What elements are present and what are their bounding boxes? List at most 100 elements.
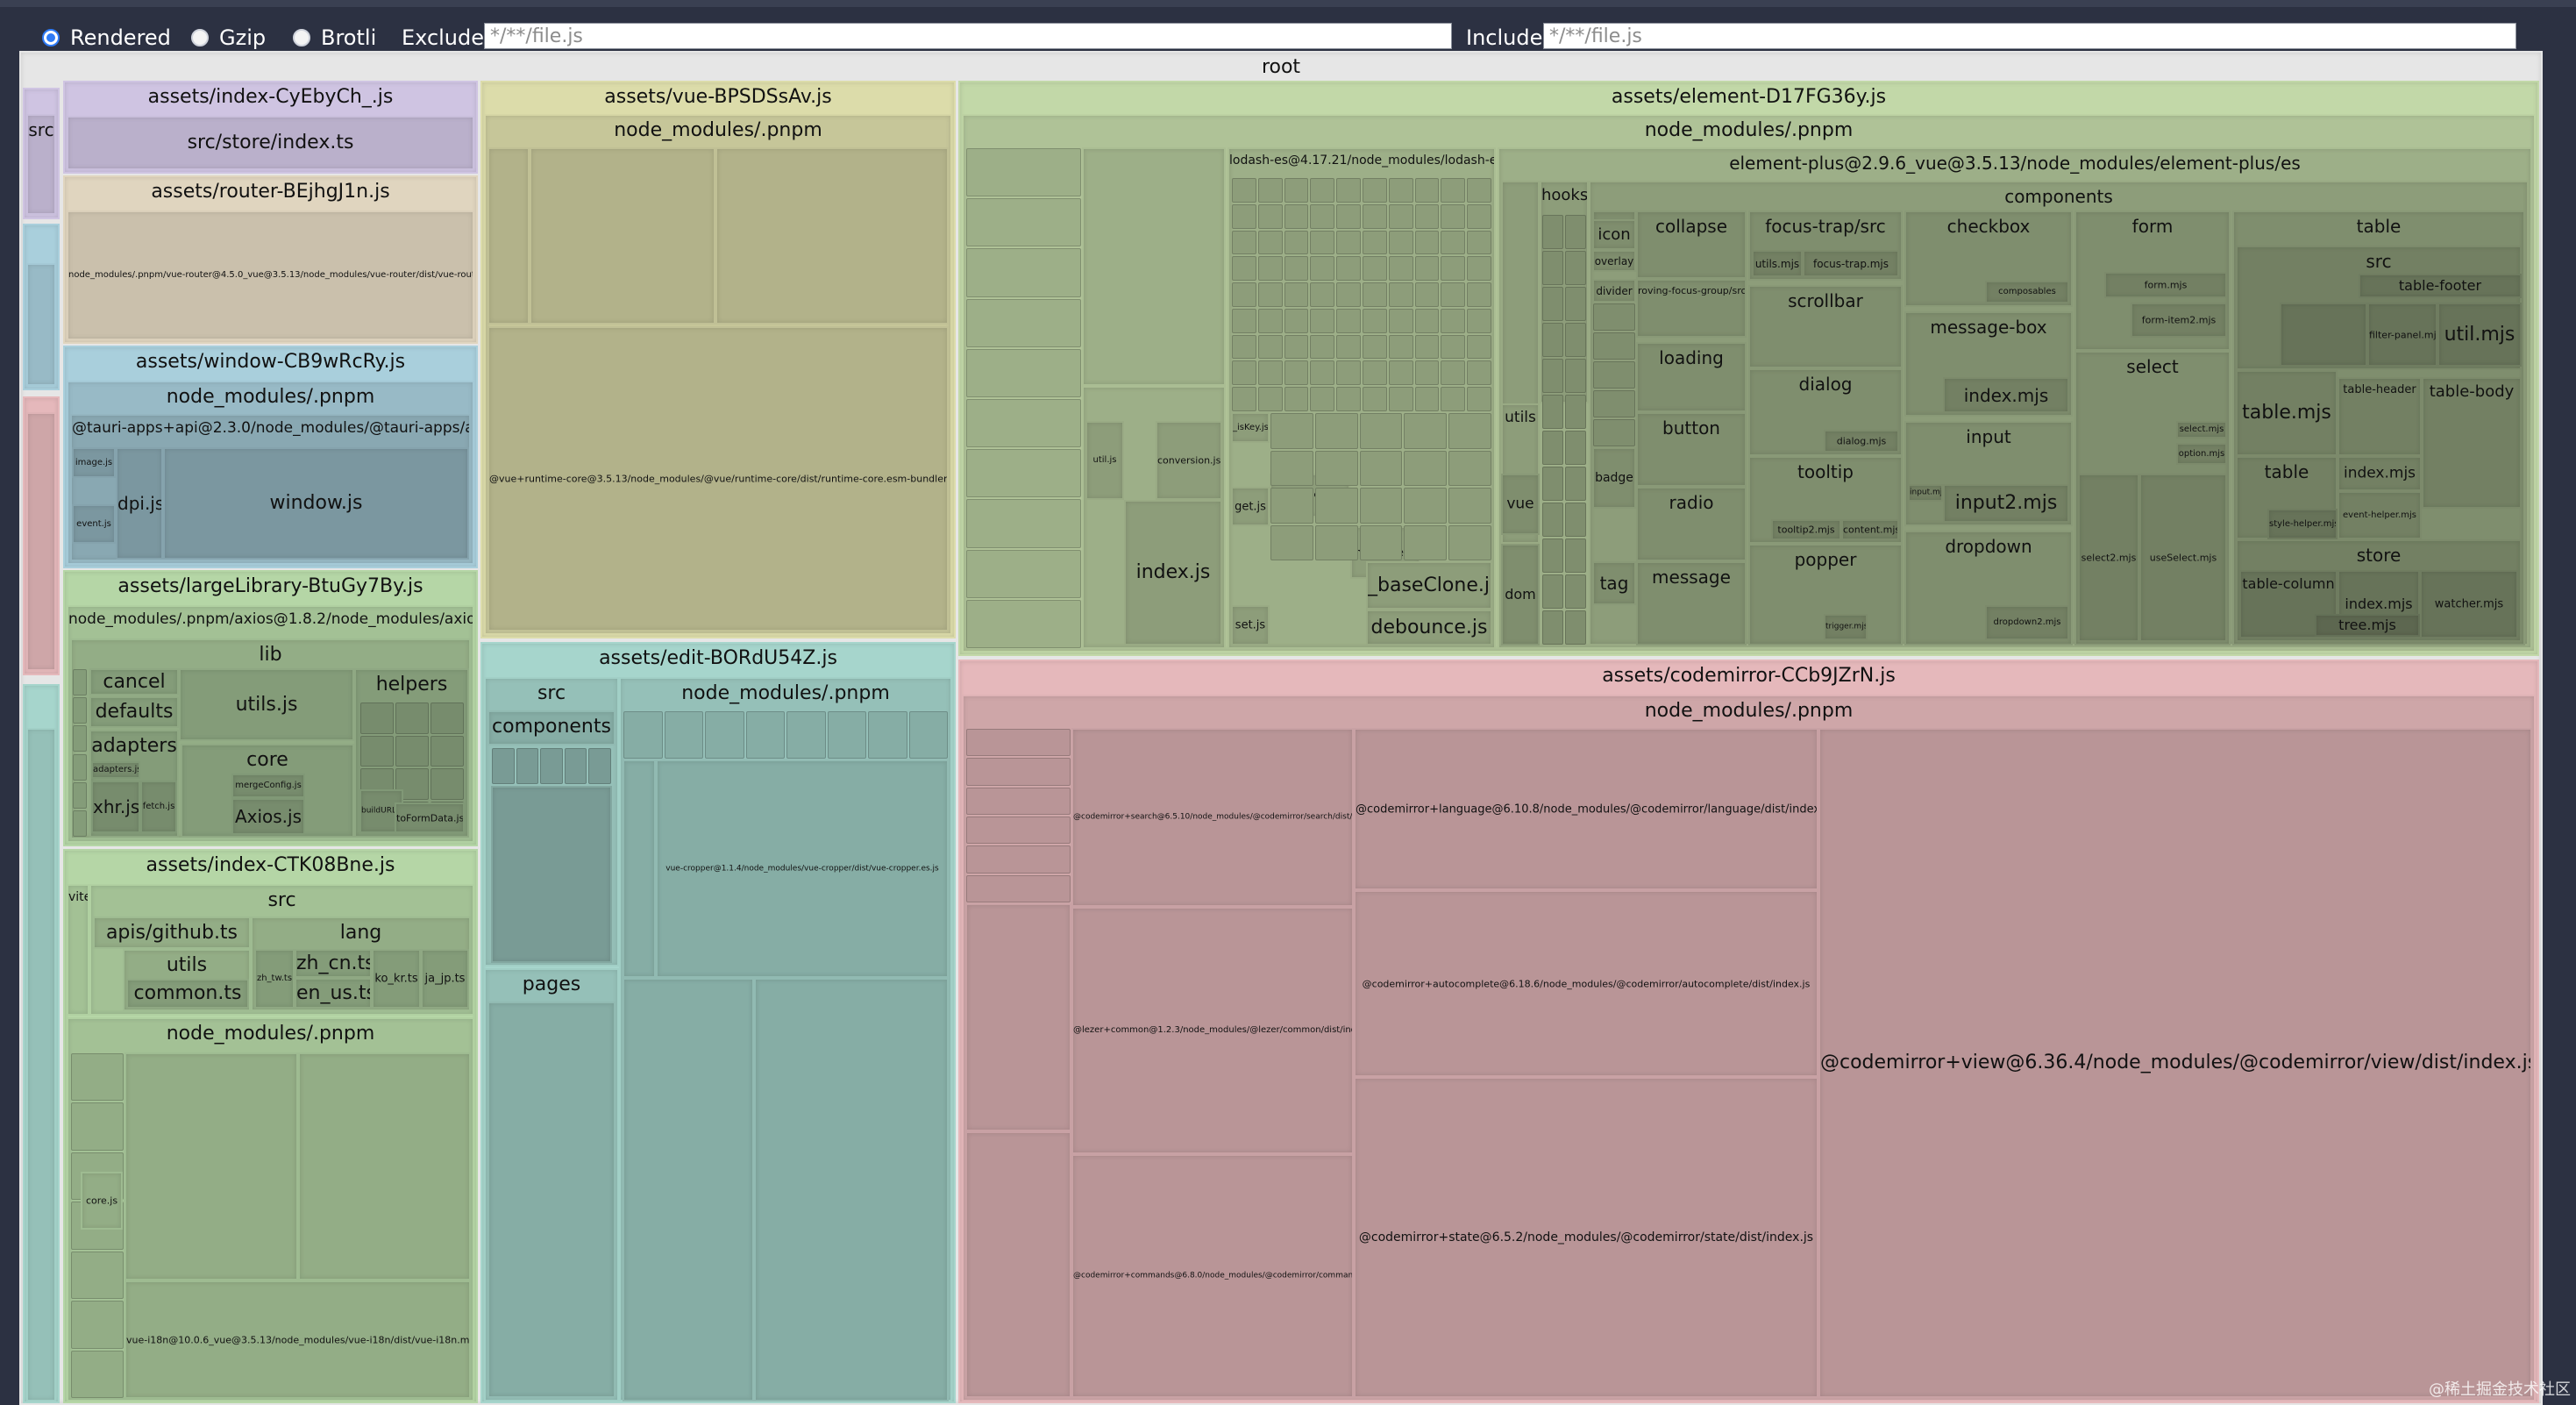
cm-small-module[interactable]	[966, 845, 1071, 874]
lodash-mid-module[interactable]	[1359, 524, 1403, 560]
helper-module[interactable]	[360, 702, 394, 734]
ep-hooks-module[interactable]	[1565, 431, 1586, 465]
use-select-mjs[interactable]: useSelect.mjs	[2139, 474, 2227, 642]
edit-pnpm-module[interactable]	[705, 711, 744, 759]
cm-autocomplete[interactable]: @codemirror+autocomplete@6.18.6/node_mod…	[1354, 890, 1818, 1077]
merge-config-js[interactable]: mergeConfig.js	[231, 774, 305, 798]
ep-hooks-module[interactable]	[1542, 395, 1563, 429]
ep-hooks-module[interactable]	[1542, 538, 1563, 573]
lodash-module[interactable]	[1310, 256, 1335, 282]
util-js[interactable]: util.js	[1085, 421, 1124, 500]
lodash-module[interactable]	[1232, 334, 1256, 360]
lodash-module[interactable]	[1336, 282, 1361, 307]
lodash-module[interactable]	[1414, 282, 1440, 307]
lodash-mid-module[interactable]	[1448, 524, 1491, 560]
lodash-module[interactable]	[1257, 203, 1283, 229]
ep-misc-module[interactable]	[1593, 419, 1635, 446]
edit-component-file[interactable]	[492, 748, 515, 784]
edit-pnpm-module[interactable]	[908, 711, 948, 759]
conversion-js[interactable]: conversion.js	[1156, 421, 1222, 500]
checkbox-composables[interactable]: composables	[1985, 281, 2069, 303]
helper-module[interactable]	[431, 702, 464, 734]
lodash-mid-module[interactable]	[1314, 450, 1358, 486]
ep-hooks-module[interactable]	[1542, 503, 1563, 537]
lodash-module[interactable]	[1310, 360, 1335, 386]
to-form-data-js[interactable]: toFormData.js	[395, 802, 465, 833]
lodash-module[interactable]	[1232, 282, 1256, 307]
table-layout-files[interactable]	[2280, 303, 2367, 367]
xhr-js[interactable]: xhr.js	[91, 781, 140, 833]
ep-hooks-module[interactable]	[1542, 574, 1563, 609]
lodash-mid-module[interactable]	[1314, 488, 1358, 524]
axios-small-module[interactable]	[73, 809, 87, 837]
style-helper-mjs[interactable]: style-helper.mjs	[2267, 509, 2338, 539]
element-small-module[interactable]	[966, 198, 1081, 247]
edit-components[interactable]: components	[487, 710, 616, 745]
lodash-module[interactable]	[1414, 256, 1440, 282]
vue-cropper[interactable]: vue-cropper@1.1.4/node_modules/vue-cropp…	[656, 760, 949, 978]
lodash-mid-module[interactable]	[1359, 450, 1403, 486]
lodash-module[interactable]	[1414, 334, 1440, 360]
left-src[interactable]: src	[26, 114, 56, 215]
lodash-mid-module[interactable]	[1270, 413, 1313, 449]
ep-misc-module[interactable]	[1593, 332, 1635, 360]
lodash-module[interactable]	[1257, 230, 1283, 255]
edit-pnpm-b[interactable]	[754, 978, 949, 1401]
left-pages[interactable]	[26, 263, 56, 386]
vite-folder[interactable]: vite	[67, 884, 89, 1016]
ep-loading[interactable]: loading	[1636, 342, 1747, 412]
ep-hooks-module[interactable]	[1565, 287, 1586, 321]
lodash-module[interactable]	[1232, 256, 1256, 282]
lodash-mid-module[interactable]	[1404, 450, 1448, 486]
ep-hooks-module[interactable]	[1565, 323, 1586, 357]
rendered-option[interactable]: Rendered	[42, 25, 171, 51]
ep-hooks-module[interactable]	[1542, 251, 1563, 285]
ep-divider[interactable]: divider	[1592, 279, 1636, 303]
ep-scrollbar[interactable]: scrollbar	[1748, 285, 1903, 368]
element-index-js[interactable]: index.js	[1124, 500, 1222, 645]
cm-module-a[interactable]	[965, 903, 1071, 1131]
element-small-module[interactable]	[966, 499, 1081, 548]
lodash-mid-module[interactable]	[1404, 524, 1448, 560]
lodash-module[interactable]	[1257, 308, 1283, 333]
element-small-module[interactable]	[966, 399, 1081, 448]
form-mjs[interactable]: form.mjs	[2104, 272, 2227, 298]
lodash-module[interactable]	[1257, 360, 1283, 386]
cm-view[interactable]: @codemirror+view@6.36.4/node_modules/@co…	[1818, 728, 2532, 1398]
vue-module-1[interactable]	[487, 147, 530, 325]
zh-tw-ts[interactable]: zh_tw.ts	[254, 949, 295, 1009]
lodash-module[interactable]	[1284, 203, 1309, 229]
lodash-mid-module[interactable]	[1404, 488, 1448, 524]
lodash-module[interactable]	[1284, 230, 1309, 255]
vue-module-2[interactable]	[530, 147, 715, 325]
ep-hooks-module[interactable]	[1565, 215, 1586, 249]
lodash-module[interactable]	[1232, 230, 1256, 255]
helper-module[interactable]	[395, 735, 429, 767]
lodash-module[interactable]	[1336, 334, 1361, 360]
element-small-module[interactable]	[966, 248, 1081, 297]
lodash-module[interactable]	[1336, 230, 1361, 255]
input2-mjs[interactable]: input2.mjs	[1943, 484, 2069, 523]
lodash-module[interactable]	[1310, 282, 1335, 307]
core-js[interactable]: core.js	[81, 1172, 123, 1230]
element-small-module[interactable]	[966, 599, 1081, 648]
edit-pnpm-module[interactable]	[868, 711, 907, 759]
ep-hooks-module[interactable]	[1565, 251, 1586, 285]
option-mjs[interactable]: option.mjs	[2176, 443, 2227, 465]
lodash-mid-module[interactable]	[1404, 413, 1448, 449]
cm-language[interactable]: @codemirror+language@6.10.8/node_modules…	[1354, 728, 1818, 890]
lodash-module[interactable]	[1441, 308, 1466, 333]
lodash-module[interactable]	[1388, 334, 1413, 360]
table-footer[interactable]: table-footer	[2359, 274, 2522, 298]
helper-module[interactable]	[395, 702, 429, 734]
ep-radio[interactable]: radio	[1636, 487, 1747, 561]
ep-hooks-module[interactable]	[1565, 538, 1586, 573]
lodash-module[interactable]	[1441, 282, 1466, 307]
lodash-module[interactable]	[1467, 308, 1491, 333]
exclude-input[interactable]	[484, 23, 1452, 49]
is-key-js[interactable]: _isKey.js	[1231, 412, 1270, 443]
lodash-module[interactable]	[1388, 360, 1413, 386]
helper-module[interactable]	[360, 735, 394, 767]
ep-hooks-module[interactable]	[1565, 359, 1586, 393]
lodash-module[interactable]	[1363, 360, 1387, 386]
